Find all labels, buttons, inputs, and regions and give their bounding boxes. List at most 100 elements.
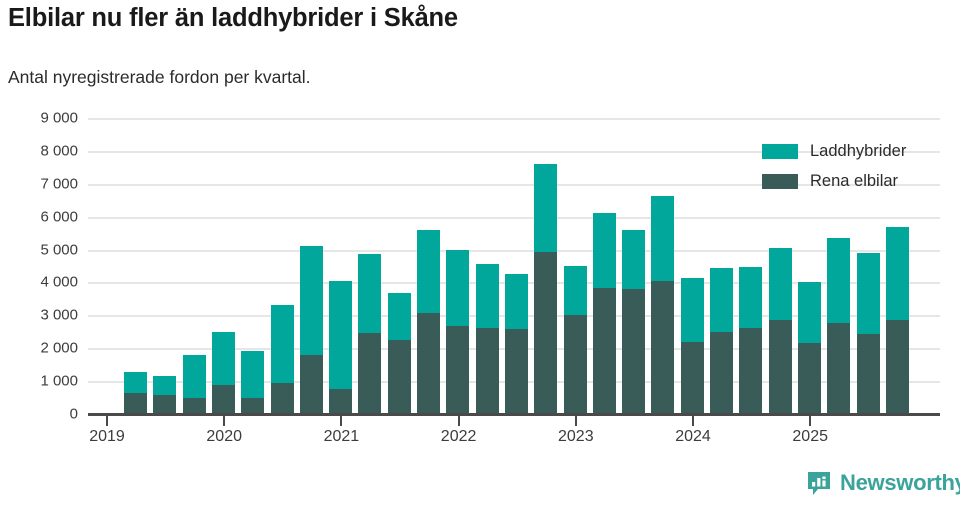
x-axis-tick (809, 416, 812, 426)
bar-2024-q1[interactable] (710, 268, 733, 414)
bar-segment-laddhybrider (534, 164, 558, 252)
bar-2021-q1[interactable] (358, 254, 382, 414)
bar-segment-rena-elbilar (417, 312, 440, 414)
bar-segment-rena-elbilar (299, 354, 323, 414)
bar-2022-q1[interactable] (475, 263, 499, 414)
bar-segment-laddhybrider (504, 273, 528, 330)
bar-segment-rena-elbilar (622, 289, 646, 414)
y-axis-tick-label: 3 000 (40, 306, 78, 324)
x-axis-tick-label: 2020 (206, 428, 242, 445)
bar-segment-laddhybrider (124, 372, 147, 393)
y-axis-labels: 0 1 000 2 000 3 000 4 000 5 000 6 000 7 000 8 00… (0, 110, 78, 423)
bar-segment-laddhybrider (241, 350, 265, 398)
page-title: Elbilar nu fler än laddhybrider i Skåne (8, 4, 458, 32)
bar-segment-laddhybrider (710, 268, 733, 333)
gridline (88, 249, 940, 252)
bar-2019-q3[interactable] (182, 354, 206, 414)
legend-item-laddhybrider[interactable]: Laddhybrider (762, 138, 952, 164)
bar-segment-rena-elbilar (124, 392, 147, 414)
bar-segment-laddhybrider (358, 254, 382, 334)
legend-item-rena-elbilar[interactable]: Rena elbilar (762, 168, 952, 194)
x-axis-tick-label: 2022 (440, 428, 477, 445)
x-axis-tick (692, 416, 694, 426)
brand-name: Newsworthy (840, 470, 960, 495)
y-axis-tick-label: 4 000 (40, 273, 78, 291)
bar-2025-q2[interactable] (856, 253, 880, 414)
bar-2020-q4[interactable] (329, 280, 353, 414)
bar-segment-rena-elbilar (710, 332, 733, 414)
bar-2025-q1[interactable] (827, 238, 851, 414)
bar-segment-rena-elbilar (680, 342, 704, 414)
bar-segment-rena-elbilar (651, 281, 675, 414)
bar-2019-q1[interactable] (124, 372, 147, 414)
bar-2019-q2[interactable] (153, 375, 177, 414)
gridline (88, 183, 940, 186)
bar-segment-rena-elbilar (563, 315, 587, 414)
legend-label-rena-elbilar: Rena elbilar (810, 171, 899, 190)
chart-legend: Laddhybrider Rena elbilar (762, 138, 952, 198)
bar-segment-rena-elbilar (153, 395, 177, 414)
bar-2024-q3[interactable] (768, 248, 792, 414)
bar-2025-q3[interactable] (885, 226, 909, 414)
bar-2022-q3[interactable] (534, 164, 558, 414)
bar-segment-laddhybrider (270, 305, 294, 384)
y-axis-tick-label: 2 000 (40, 339, 78, 357)
bar-2023-q1[interactable] (592, 213, 616, 414)
bar-2024-q2[interactable] (739, 267, 763, 414)
x-axis-tick (106, 416, 108, 426)
legend-swatch-laddhybrider (762, 143, 798, 159)
bar-2020-q1[interactable] (241, 350, 265, 414)
bar-2021-q4[interactable] (446, 250, 470, 414)
bar-segment-laddhybrider (592, 213, 616, 289)
bar-2022-q2[interactable] (504, 273, 528, 414)
bar-segment-rena-elbilar (504, 329, 528, 414)
y-axis-tick-label: 8 000 (40, 142, 78, 160)
newsworthy-logo[interactable]: Newsworthy (806, 470, 960, 496)
bar-segment-rena-elbilar (885, 319, 909, 414)
x-axis-tick (457, 416, 460, 426)
gridline (88, 118, 940, 120)
bar-segment-rena-elbilar (270, 383, 294, 414)
bar-2019-q4[interactable] (211, 331, 235, 414)
legend-label-laddhybrider: Laddhybrider (810, 141, 907, 160)
bar-2023-q3[interactable] (651, 195, 675, 414)
bar-2024-q4[interactable] (797, 281, 821, 414)
y-axis-tick-label: 0 (69, 405, 78, 423)
bar-segment-laddhybrider (153, 375, 177, 396)
bar-segment-rena-elbilar (797, 342, 821, 414)
bar-segment-rena-elbilar (211, 385, 235, 414)
bar-chart-speech-bubble-icon (806, 470, 832, 496)
y-axis-tick-label: 5 000 (40, 241, 78, 259)
bar-segment-laddhybrider (563, 265, 587, 316)
bar-segment-rena-elbilar (241, 397, 265, 414)
bar-2021-q3[interactable] (417, 229, 440, 414)
bar-segment-laddhybrider (651, 195, 675, 282)
bar-2023-q4[interactable] (680, 277, 704, 414)
bar-segment-laddhybrider (182, 354, 206, 398)
y-axis-tick-label: 7 000 (40, 175, 78, 193)
x-axis-tick (574, 416, 577, 426)
bar-segment-rena-elbilar (592, 288, 616, 414)
x-axis-tick (223, 416, 226, 426)
bar-segment-rena-elbilar (358, 333, 382, 414)
bar-segment-rena-elbilar (329, 389, 353, 414)
chart-subtitle: Antal nyregistrerade fordon per kvartal. (8, 67, 311, 87)
bar-2021-q2[interactable] (387, 293, 411, 414)
bar-segment-laddhybrider (680, 277, 704, 343)
gridline (88, 150, 940, 153)
y-axis-tick-label: 1 000 (40, 372, 78, 390)
bar-segment-laddhybrider (475, 263, 499, 328)
bar-2023-q2[interactable] (622, 229, 646, 414)
bar-segment-laddhybrider (417, 229, 440, 313)
x-axis-tick-label: 2023 (558, 428, 594, 445)
bar-2022-q4[interactable] (563, 265, 587, 414)
bar-segment-rena-elbilar (856, 334, 880, 414)
bar-2020-q3[interactable] (299, 246, 323, 414)
y-axis-tick-label: 9 000 (40, 109, 78, 127)
bar-segment-rena-elbilar (446, 325, 470, 414)
y-axis-tick-label: 6 000 (40, 208, 78, 226)
bar-2020-q2[interactable] (270, 305, 294, 414)
x-axis-tick-label: 2019 (89, 428, 125, 445)
bar-segment-laddhybrider (446, 250, 470, 326)
bar-segment-laddhybrider (299, 246, 323, 355)
